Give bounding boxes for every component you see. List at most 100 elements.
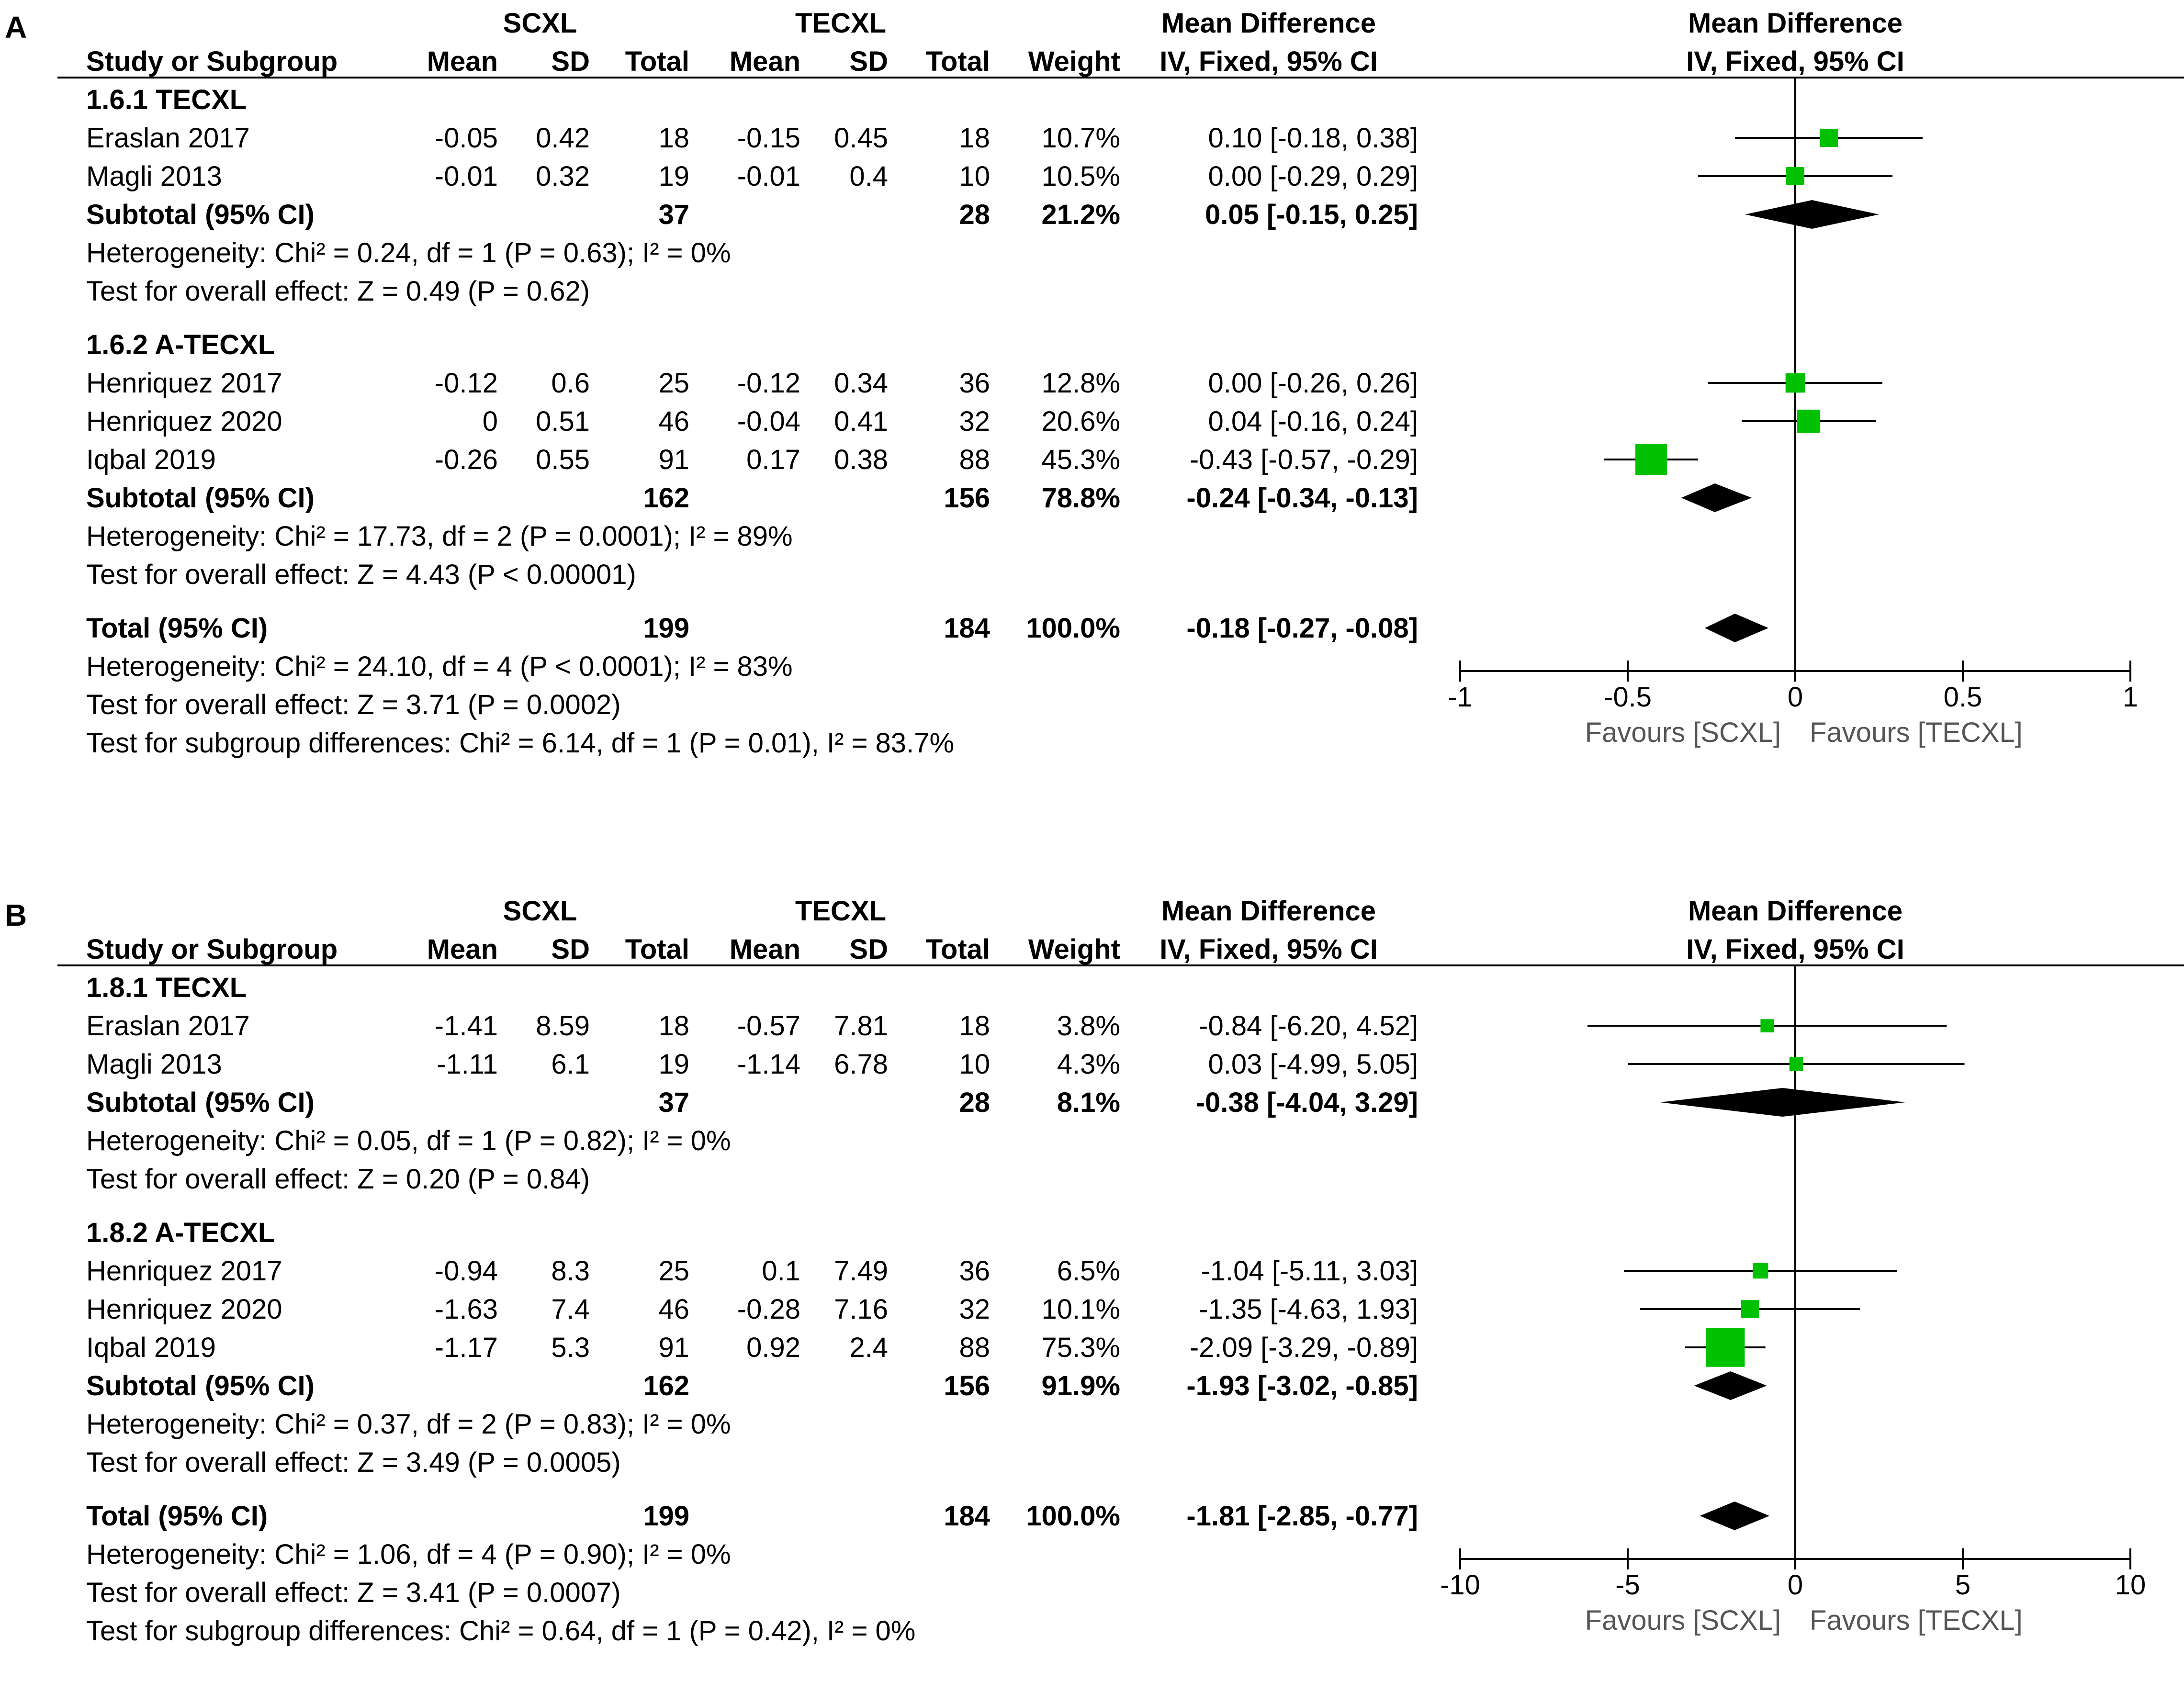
sd2-value: 7.81 bbox=[834, 1010, 888, 1042]
mean1-value: -1.41 bbox=[434, 1010, 498, 1042]
weight-value: 75.3% bbox=[1041, 1332, 1120, 1363]
study-name: Henriquez 2017 bbox=[86, 1255, 282, 1287]
md-sub-header: IV, Fixed, 95% CI bbox=[1160, 934, 1378, 965]
mean1-value: -1.11 bbox=[437, 1049, 498, 1080]
x-tick-label: 0 bbox=[1787, 1569, 1803, 1601]
overall-effect-text: Test for overall effect: Z = 0.20 (P = 0… bbox=[86, 1164, 590, 1195]
study-name: Magli 2013 bbox=[86, 161, 222, 192]
sd2-value: 0.38 bbox=[834, 444, 888, 475]
total2-value: 156 bbox=[944, 1370, 990, 1401]
total2-value: 184 bbox=[944, 1501, 990, 1532]
total-heterogeneity-text: Heterogeneity: Chi² = 24.10, df = 4 (P <… bbox=[86, 651, 793, 682]
total1-col-header: Total bbox=[625, 46, 689, 77]
weight-value: 3.8% bbox=[1057, 1010, 1120, 1042]
ci-value: -1.93 [-3.02, -0.85] bbox=[1186, 1370, 1418, 1401]
weight-value: 100.0% bbox=[1026, 613, 1120, 644]
x-tick-label: 0 bbox=[1787, 682, 1803, 713]
weight-value: 12.8% bbox=[1041, 368, 1120, 399]
weight-value: 78.8% bbox=[1041, 482, 1120, 514]
study-name: Magli 2013 bbox=[86, 1049, 222, 1080]
mean2-value: 0.1 bbox=[762, 1255, 800, 1287]
total1-value: 91 bbox=[658, 444, 689, 475]
mean2-value: -0.01 bbox=[737, 161, 800, 192]
sd2-value: 6.78 bbox=[834, 1049, 888, 1080]
total1-value: 19 bbox=[658, 161, 689, 192]
total2-value: 32 bbox=[959, 406, 990, 437]
x-tick-label: -10 bbox=[1440, 1569, 1480, 1601]
sd1-value: 6.1 bbox=[551, 1049, 590, 1080]
ci-value: -1.04 [-5.11, 3.03] bbox=[1201, 1255, 1418, 1287]
ci-value: 0.00 [-0.26, 0.26] bbox=[1208, 368, 1418, 399]
mean2-value: -0.15 bbox=[737, 123, 800, 154]
total1-value: 91 bbox=[658, 1332, 689, 1363]
study-name: Henriquez 2020 bbox=[86, 1294, 282, 1325]
sd1-value: 5.3 bbox=[551, 1332, 590, 1363]
weight-value: 100.0% bbox=[1026, 1501, 1120, 1532]
mean1-col-header: Mean bbox=[427, 46, 498, 77]
mean1-value: -0.01 bbox=[434, 161, 498, 192]
total2-value: 36 bbox=[959, 1255, 990, 1287]
total1-value: 46 bbox=[658, 406, 689, 437]
subgroup-differences-text: Test for subgroup differences: Chi² = 6.… bbox=[86, 728, 955, 759]
mean2-value: 0.17 bbox=[746, 444, 800, 475]
subtotal-label: Subtotal (95% CI) bbox=[86, 1087, 315, 1118]
sd1-value: 8.3 bbox=[551, 1255, 590, 1287]
pooled-estimate-diamond bbox=[1694, 1371, 1767, 1400]
sd2-value: 7.16 bbox=[834, 1294, 888, 1325]
heterogeneity-text: Heterogeneity: Chi² = 0.37, df = 2 (P = … bbox=[86, 1409, 731, 1440]
weight-value: 6.5% bbox=[1057, 1255, 1120, 1287]
mean2-value: -0.12 bbox=[737, 368, 800, 399]
sd2-value: 0.4 bbox=[849, 161, 888, 192]
mean2-value: -0.28 bbox=[737, 1294, 800, 1325]
total2-value: 28 bbox=[959, 199, 990, 230]
study-name: Iqbal 2019 bbox=[86, 1332, 216, 1363]
ci-value: -0.24 [-0.34, -0.13] bbox=[1186, 482, 1418, 514]
study-name: Eraslan 2017 bbox=[86, 123, 250, 154]
weight-value: 4.3% bbox=[1057, 1049, 1120, 1080]
pooled-estimate-diamond bbox=[1700, 1502, 1770, 1530]
pooled-estimate-diamond bbox=[1745, 200, 1879, 229]
favours-left-label: Favours [SCXL] bbox=[1585, 1605, 1781, 1636]
panel-label: A bbox=[5, 10, 27, 45]
total2-col-header: Total bbox=[925, 934, 990, 965]
study-estimate-square bbox=[1760, 1019, 1774, 1032]
study-estimate-square bbox=[1786, 167, 1804, 185]
weight-value: 21.2% bbox=[1041, 199, 1120, 230]
x-tick-label: -0.5 bbox=[1604, 682, 1652, 713]
sd2-col-header: SD bbox=[849, 46, 888, 77]
total2-value: 156 bbox=[944, 482, 990, 514]
subgroup-title: 1.6.1 TECXL bbox=[86, 84, 247, 115]
total1-value: 25 bbox=[658, 1255, 689, 1287]
mean2-col-header: Mean bbox=[729, 46, 800, 77]
total2-value: 10 bbox=[959, 161, 990, 192]
sd1-value: 0.51 bbox=[536, 406, 590, 437]
study-col-header: Study or Subgroup bbox=[86, 934, 338, 965]
subtotal-label: Subtotal (95% CI) bbox=[86, 1370, 315, 1401]
subtotal-label: Subtotal (95% CI) bbox=[86, 482, 315, 514]
group2-header: TECXL bbox=[795, 8, 887, 39]
mean2-value: 0.92 bbox=[746, 1332, 800, 1363]
heterogeneity-text: Heterogeneity: Chi² = 0.24, df = 1 (P = … bbox=[86, 237, 731, 269]
total1-value: 18 bbox=[658, 1010, 689, 1042]
sd1-value: 0.42 bbox=[536, 123, 590, 154]
x-tick-label: 10 bbox=[2115, 1569, 2146, 1601]
total1-value: 199 bbox=[643, 1501, 689, 1532]
sd1-value: 0.55 bbox=[536, 444, 590, 475]
study-estimate-square bbox=[1753, 1263, 1768, 1279]
total1-value: 19 bbox=[658, 1049, 689, 1080]
total2-value: 18 bbox=[959, 123, 990, 154]
weight-value: 8.1% bbox=[1057, 1087, 1120, 1118]
study-estimate-square bbox=[1789, 1057, 1803, 1071]
mean1-value: -0.05 bbox=[434, 123, 498, 154]
header-rule bbox=[57, 964, 2184, 966]
ci-value: 0.03 [-4.99, 5.05] bbox=[1208, 1049, 1418, 1080]
sd2-value: 0.45 bbox=[834, 123, 888, 154]
sd1-value: 7.4 bbox=[551, 1294, 590, 1325]
sd1-col-header: SD bbox=[551, 934, 590, 965]
sd1-value: 0.32 bbox=[536, 161, 590, 192]
total1-value: 25 bbox=[658, 368, 689, 399]
x-tick-label: -5 bbox=[1615, 1569, 1640, 1601]
sd1-value: 0.6 bbox=[551, 368, 590, 399]
ci-value: 0.00 [-0.29, 0.29] bbox=[1208, 161, 1418, 192]
sd2-value: 0.34 bbox=[834, 368, 888, 399]
